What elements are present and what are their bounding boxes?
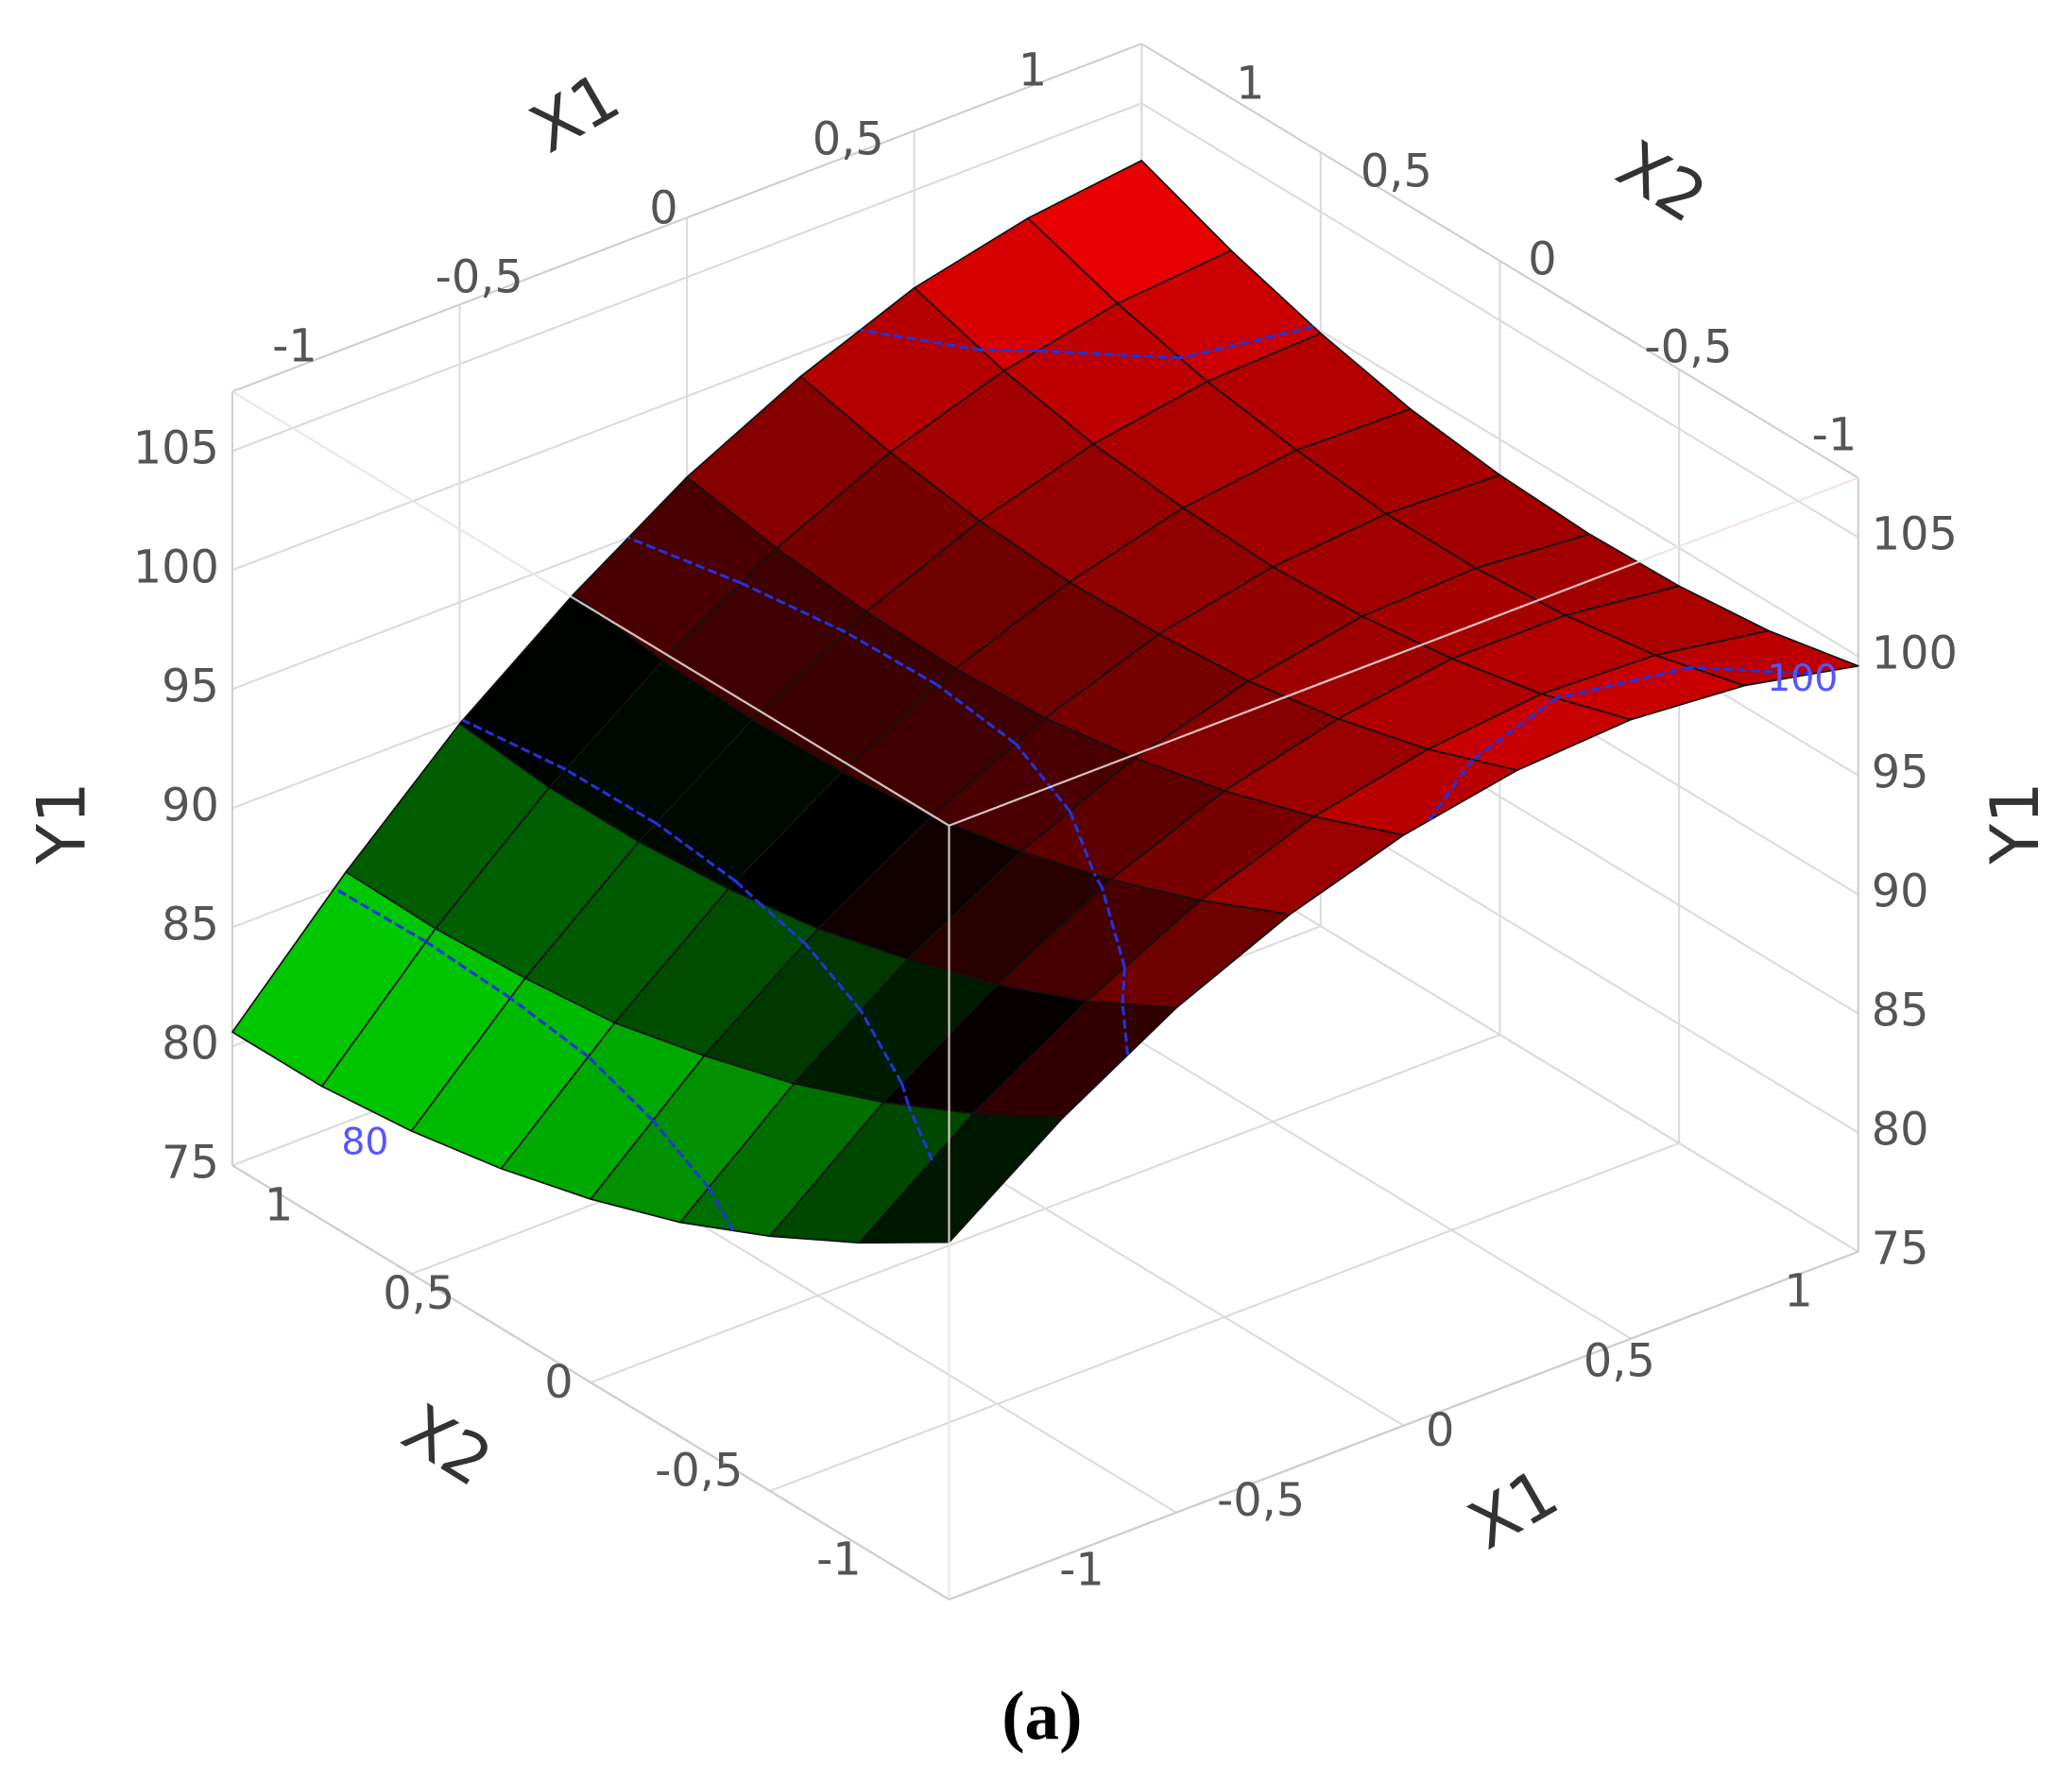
box-edge [231,1164,950,1601]
x1-tick-label: 0 [1426,1405,1454,1457]
x1-tick-label: 0,5 [1584,1335,1655,1387]
x2-tick-label: -0,5 [655,1446,743,1498]
x2-tick-label: -1 [1812,410,1858,462]
contour-line [860,324,1813,822]
box-edge [1140,43,1859,479]
z-tick-label: 100 [133,541,219,593]
z-tick-label: 85 [162,899,219,951]
z-tick-label: 75 [1872,1224,1929,1276]
x1-tick-label: -1 [1059,1545,1104,1597]
x2-tick-label: 0,5 [1361,146,1432,197]
z-tick-label: 105 [1872,509,1958,561]
x2-tick-label: 0,5 [383,1268,454,1320]
grid-line [590,1034,1500,1384]
x1-tick-label: -0,5 [1217,1475,1305,1527]
z-tick-label: 95 [1872,747,1929,799]
z-tick-label: 90 [162,780,219,832]
x1-tick-label: 0,5 [813,113,884,165]
grid-line [231,102,1142,453]
contour-label: 80 [341,1120,388,1163]
x2-tick-label: -1 [816,1534,862,1586]
z-tick-label: 75 [162,1137,219,1189]
x1-tick-label: -1 [272,320,317,372]
x1-tick-label: 0 [649,182,677,234]
x2-tick-label: 0 [544,1357,573,1409]
z-tick-label: 95 [162,660,219,712]
z-tick-label: 90 [1872,866,1929,918]
contour-line [462,718,933,1161]
axis-title: Y1 [1977,781,2054,866]
axis-title: X1 [1456,1453,1570,1564]
axis-title: X2 [1604,126,1720,238]
z-tick-label: 80 [1872,1105,1929,1157]
box-edge [231,390,950,827]
contour-label: 100 [1767,657,1838,700]
contour-line [334,886,735,1231]
grid-line [1140,102,1859,539]
z-tick-label: 85 [1872,986,1929,1038]
x2-tick-label: 1 [265,1179,293,1231]
x1-tick-label: 1 [1784,1266,1812,1318]
caption: (a) [1002,1677,1082,1754]
box-edge [231,43,1142,393]
x2-tick-label: -0,5 [1644,322,1732,374]
grid-line [769,1141,1680,1492]
x1-tick-label: -0,5 [436,251,523,303]
surface-cell [858,1112,1064,1244]
x2-tick-label: 1 [1236,58,1264,110]
axis-title: X2 [389,1389,505,1501]
axis-title: X1 [518,58,632,168]
x1-tick-label: 1 [1019,44,1047,96]
x2-tick-label: 0 [1528,233,1556,285]
box-edge [949,1250,1859,1601]
box-edge [949,476,1859,827]
contour-line [627,536,1130,1055]
z-tick-label: 105 [133,422,219,474]
z-tick-label: 100 [1872,628,1958,680]
axis-title: Y1 [23,781,100,866]
z-tick-label: 80 [162,1018,219,1070]
